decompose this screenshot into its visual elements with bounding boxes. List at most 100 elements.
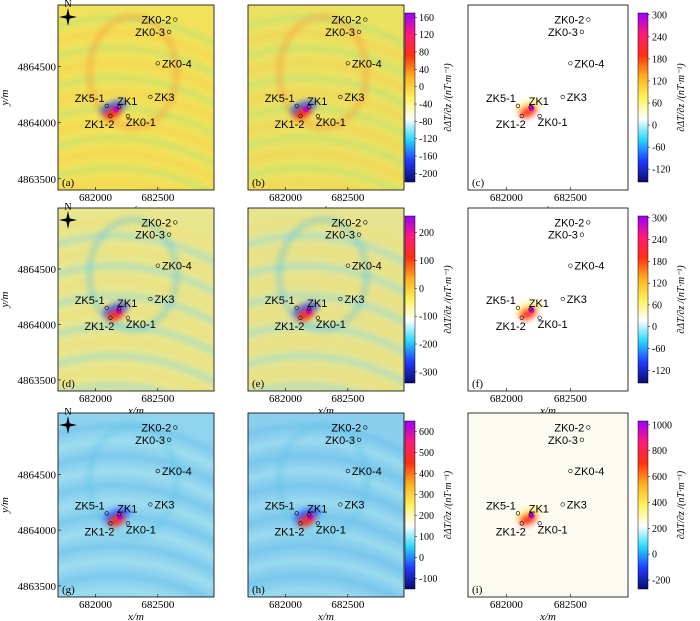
texture-band xyxy=(58,438,214,470)
well-marker xyxy=(166,437,172,442)
well-label: ZK0-2 xyxy=(331,217,361,229)
texture-band xyxy=(58,45,214,77)
texture-band xyxy=(248,135,404,167)
x-tick-label: 682500 xyxy=(141,393,175,405)
colorbar-tick-label: -120 xyxy=(652,366,670,377)
anomaly-peak xyxy=(528,105,535,112)
texture-band xyxy=(248,150,404,182)
texture-band xyxy=(248,558,404,590)
well-marker xyxy=(155,468,160,474)
colorbar-tick-label: -120 xyxy=(419,134,437,145)
ring-anomaly xyxy=(276,13,370,131)
colorbar-gradient xyxy=(404,420,416,590)
panel-label: (a) xyxy=(62,177,75,189)
texture-band xyxy=(58,513,214,545)
x-tick-label: 682000 xyxy=(269,393,303,405)
well-marker xyxy=(315,521,320,526)
colorbar-tick-label: 600 xyxy=(652,472,667,483)
map-frame xyxy=(57,207,215,392)
well-marker xyxy=(338,94,343,100)
well-label: ZK0-2 xyxy=(331,422,361,434)
well-marker xyxy=(104,103,109,109)
texture-band xyxy=(58,165,213,190)
well-label: ZK5-1 xyxy=(486,500,516,512)
colorbar-tick-label: 0 xyxy=(419,284,424,295)
well-marker xyxy=(537,315,542,320)
well-label: ZK0-1 xyxy=(538,524,568,536)
texture-band xyxy=(248,293,404,325)
colorbar-gradient xyxy=(404,215,416,384)
well-marker xyxy=(363,17,368,22)
well-label: ZK1-2 xyxy=(496,321,526,333)
x-tick-label: 682500 xyxy=(141,599,175,611)
well-label: ZK1 xyxy=(529,298,549,310)
well-marker xyxy=(125,315,130,320)
texture-band xyxy=(248,338,404,370)
well-label: ZK0-2 xyxy=(141,422,171,434)
well-label: ZK0-2 xyxy=(141,15,171,27)
well-label: ZK0-4 xyxy=(574,261,604,273)
texture-band xyxy=(58,105,214,137)
colorbar: 160 120 80 40 0 -40 -80 -120 -160 -200 ∂ΔT/∂z /(nT… xyxy=(404,12,454,183)
well-marker xyxy=(338,502,343,507)
well-marker xyxy=(579,437,585,442)
well-marker xyxy=(173,220,178,225)
well-label: ZK5-1 xyxy=(75,93,105,105)
well-label: ZK0-3 xyxy=(135,230,165,242)
colorbar-label: ∂ΔT/∂z /(nT·m⁻¹) xyxy=(443,265,454,334)
colorbar: 1000 800 600 400 200 0 -200 ∂ΔT/∂z /(nT·m⁻¹) xyxy=(637,420,687,590)
well-marker xyxy=(298,315,303,320)
colorbar-tick-label: 240 xyxy=(652,235,667,246)
well-marker xyxy=(108,315,113,320)
well-label: ZK0-3 xyxy=(135,27,165,39)
texture-band xyxy=(58,248,214,280)
x-tick-label: 682000 xyxy=(79,192,113,204)
x-tick-label: 682000 xyxy=(269,599,303,611)
colorbar-tick-label: -40 xyxy=(419,100,432,111)
y-tick-label: 4864000 xyxy=(18,525,57,537)
well-marker xyxy=(363,425,368,430)
colorbar-tick-label: 600 xyxy=(419,427,434,438)
anomaly-low xyxy=(515,300,543,316)
map-texture xyxy=(58,421,214,597)
texture-band xyxy=(248,573,401,597)
north-letter: N xyxy=(64,407,71,418)
texture-band xyxy=(58,180,176,190)
colorbar-tick-label: 100 xyxy=(419,532,434,543)
north-arrow-icon: N xyxy=(59,202,77,229)
y-tick-label: 4863500 xyxy=(18,174,57,186)
well-marker xyxy=(515,305,521,310)
well-marker xyxy=(315,113,320,119)
well-marker xyxy=(298,521,303,526)
texture-band xyxy=(248,180,366,190)
well-label: ZK0-3 xyxy=(325,27,355,39)
texture-band xyxy=(248,90,404,122)
texture-band xyxy=(248,165,403,190)
colorbar-tick-label: -200 xyxy=(419,169,437,180)
anomaly-peak xyxy=(305,308,312,315)
texture-band xyxy=(248,60,404,92)
map-frame xyxy=(247,4,405,191)
well-label: ZK0-4 xyxy=(574,466,604,478)
texture-band xyxy=(248,438,404,470)
well-marker xyxy=(148,94,153,100)
x-axis-label: x/m xyxy=(317,611,334,621)
colorbar-label: ∂ΔT/∂z /(nT·m⁻¹) xyxy=(443,63,454,132)
north-letter: N xyxy=(64,0,71,10)
colorbar-tick-label: 200 xyxy=(419,511,434,522)
texture-band xyxy=(58,588,173,597)
well-label: ZK1 xyxy=(117,298,137,310)
colorbar-tick-label: 0 xyxy=(652,121,657,132)
panel-label: (f) xyxy=(472,378,483,390)
texture-band xyxy=(248,383,359,391)
well-label: ZK5-1 xyxy=(265,93,295,105)
well-label: ZK0-2 xyxy=(554,217,584,229)
well-marker xyxy=(298,113,303,119)
well-marker xyxy=(586,425,591,430)
well-label: ZK0-4 xyxy=(352,466,382,478)
panel-label: (c) xyxy=(472,177,485,189)
colorbar-gradient xyxy=(404,12,416,183)
